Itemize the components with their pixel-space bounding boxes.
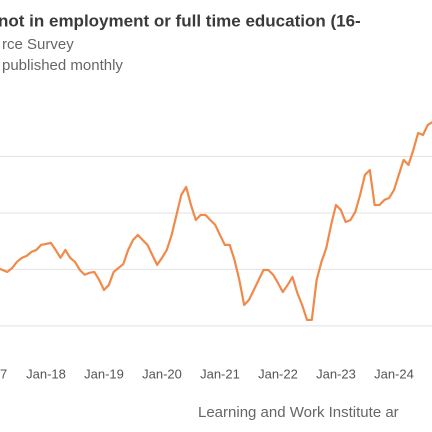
- x-tick-label: Jan-19: [84, 366, 124, 381]
- x-tick-label: Jan-20: [142, 366, 182, 381]
- source: Learning and Work Institute ar: [198, 404, 399, 421]
- chart-title: not in employment or full time education…: [0, 11, 361, 30]
- x-tick-label: Jan-24: [374, 366, 414, 381]
- x-tick-label: Jan-22: [258, 366, 298, 381]
- subtitle: published monthly: [2, 57, 123, 74]
- x-tick-label: Jan-23: [316, 366, 356, 381]
- subtitle: rce Survey: [2, 36, 74, 53]
- x-tick-label: 7: [0, 366, 7, 381]
- x-tick-label: Jan-18: [26, 366, 66, 381]
- x-tick-label: Jan-21: [200, 366, 240, 381]
- line: [0, 121, 432, 322]
